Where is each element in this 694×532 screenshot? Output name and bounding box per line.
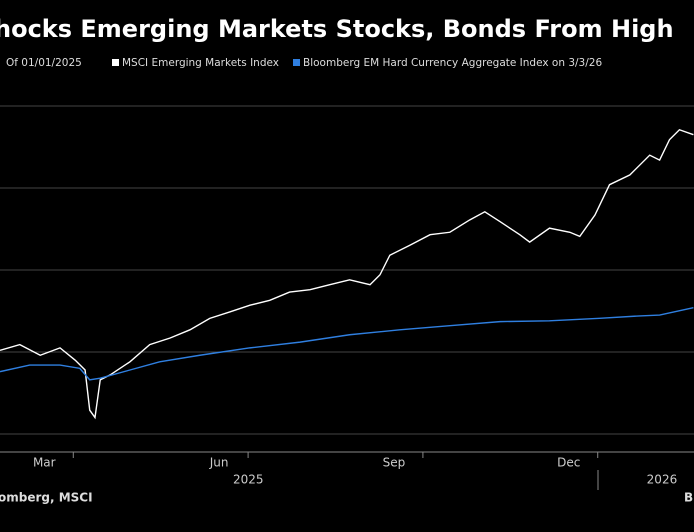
chart-title: hocks Emerging Markets Stocks, Bonds Fro… bbox=[0, 15, 674, 43]
x-tick-label: Dec bbox=[557, 456, 580, 470]
legend-label: MSCI Emerging Markets Index bbox=[122, 57, 279, 69]
series-line bbox=[0, 307, 694, 381]
x-tick-label: Jun bbox=[209, 456, 229, 470]
source: omberg, MSCI bbox=[0, 491, 93, 505]
legend-swatch bbox=[112, 59, 119, 66]
source-right: B bbox=[684, 491, 693, 505]
legend-swatch bbox=[293, 59, 300, 66]
series-line bbox=[0, 128, 694, 420]
year-label: 2025 bbox=[233, 473, 264, 487]
year-label: 2026 bbox=[647, 473, 678, 487]
chart-subtitle: Of 01/01/2025 bbox=[6, 57, 82, 69]
legend-label: Bloomberg EM Hard Currency Aggregate Ind… bbox=[303, 57, 602, 69]
x-tick-label: Sep bbox=[383, 456, 406, 470]
x-tick-label: Mar bbox=[33, 456, 56, 470]
